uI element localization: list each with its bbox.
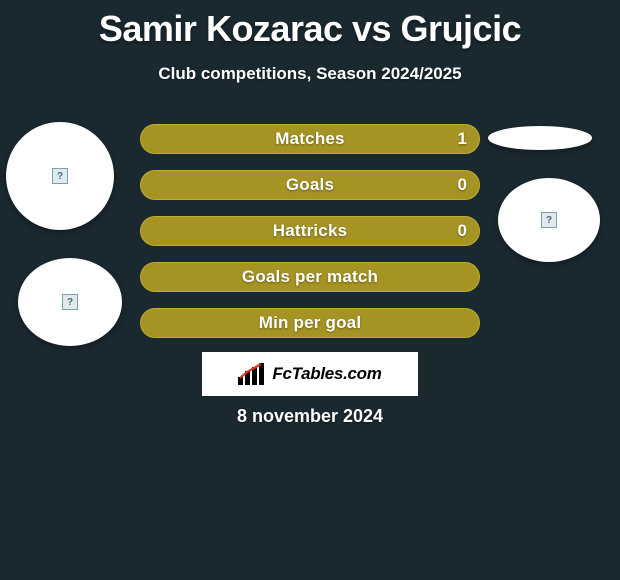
watermark: FcTables.com — [202, 352, 418, 396]
player-avatar-left-1: ? — [6, 122, 114, 230]
stat-label: Matches — [275, 129, 344, 149]
stat-value: 0 — [458, 175, 467, 195]
watermark-text: FcTables.com — [272, 364, 381, 384]
stat-row-goals: Goals 0 — [140, 170, 480, 200]
bars-icon — [238, 363, 266, 385]
placeholder-icon: ? — [52, 168, 68, 184]
placeholder-icon: ? — [62, 294, 78, 310]
stats-container: Matches 1 Goals 0 Hattricks 0 Goals per … — [140, 124, 480, 354]
stat-label: Min per goal — [259, 313, 362, 333]
player-avatar-left-2: ? — [18, 258, 122, 346]
stat-row-matches: Matches 1 — [140, 124, 480, 154]
stat-label: Goals per match — [242, 267, 378, 287]
date-text: 8 november 2024 — [0, 406, 620, 427]
placeholder-icon: ? — [541, 212, 557, 228]
decorative-ellipse — [488, 126, 592, 150]
stat-label: Hattricks — [273, 221, 348, 241]
stat-row-hattricks: Hattricks 0 — [140, 216, 480, 246]
stat-value: 1 — [458, 129, 467, 149]
stat-value: 0 — [458, 221, 467, 241]
page-subtitle: Club competitions, Season 2024/2025 — [0, 64, 620, 84]
page-title: Samir Kozarac vs Grujcic — [0, 0, 620, 50]
stat-label: Goals — [286, 175, 334, 195]
stat-row-min-per-goal: Min per goal — [140, 308, 480, 338]
stat-row-goals-per-match: Goals per match — [140, 262, 480, 292]
player-avatar-right-1: ? — [498, 178, 600, 262]
